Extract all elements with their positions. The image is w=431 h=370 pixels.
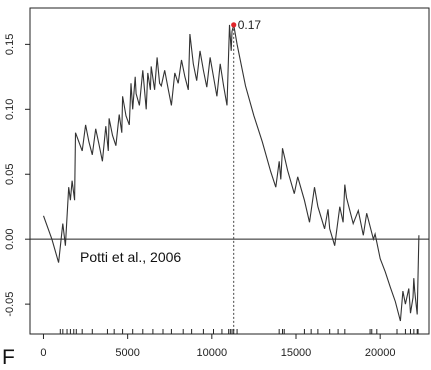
x-tick-label: 0	[40, 347, 46, 359]
panel-letter: F	[2, 346, 15, 369]
y-tick-label: 0.15	[4, 34, 16, 55]
x-tick-label: 5000	[115, 347, 139, 359]
y-tick-label: -0.05	[4, 292, 16, 317]
x-tick-label: 15000	[281, 347, 312, 359]
x-tick-label: 20000	[365, 347, 396, 359]
x-axis: 0 5000 10000 15000 20000	[40, 334, 395, 359]
y-tick-label: 0.00	[4, 228, 16, 249]
y-axis: -0.05 0.00 0.05 0.10 0.15	[4, 34, 30, 317]
series-line	[42, 24, 420, 322]
y-tick-label: 0.05	[4, 164, 16, 185]
peak-label: 0.17	[238, 18, 262, 32]
x-tick-label: 10000	[197, 347, 228, 359]
plot-frame	[29, 7, 430, 335]
peak-point	[231, 22, 237, 28]
rug-marks	[59, 329, 419, 334]
annotation-text: Potti et al., 2006	[80, 249, 181, 265]
y-tick-label: 0.10	[4, 99, 16, 120]
